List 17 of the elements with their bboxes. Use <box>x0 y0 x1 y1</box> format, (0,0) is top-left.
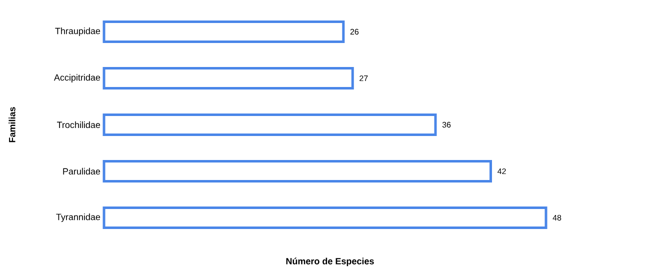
y-tick-label: Accipitridae <box>54 74 100 82</box>
data-label: 42 <box>498 168 506 174</box>
y-tick-label: Parulidae <box>63 168 100 175</box>
x-axis-title: Número de Especies <box>286 258 374 266</box>
bar <box>102 66 354 90</box>
bar <box>102 206 548 229</box>
bar <box>102 113 437 136</box>
bar <box>102 160 492 182</box>
y-tick-label: Tyrannidae <box>56 214 100 222</box>
y-axis-title: Familias <box>8 107 16 142</box>
data-label: 48 <box>552 214 562 221</box>
y-tick-label: Trochilidae <box>56 121 100 128</box>
data-label: 27 <box>360 75 368 82</box>
data-label: 36 <box>442 122 451 128</box>
y-tick-label: Thraupidae <box>55 28 100 36</box>
bar <box>102 20 345 43</box>
data-label: 26 <box>350 28 359 35</box>
